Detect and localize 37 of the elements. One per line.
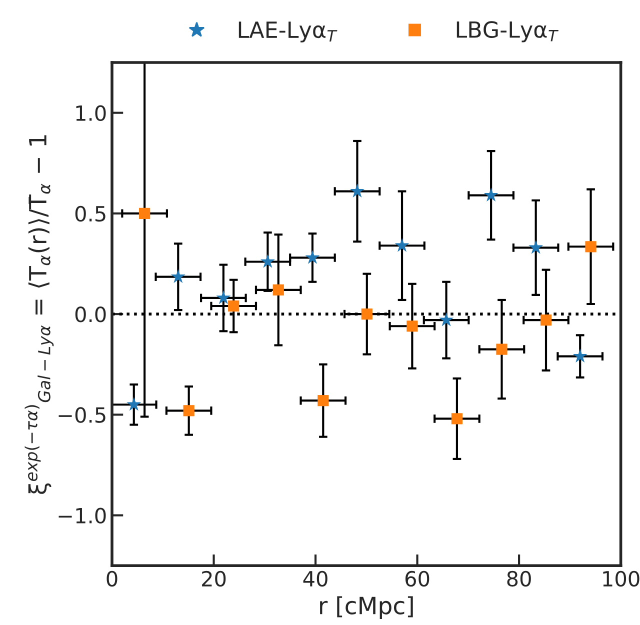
point <box>305 250 320 264</box>
x-tick-label: 20 <box>202 570 226 587</box>
x-axis-title: r [cMpc] <box>320 596 413 620</box>
x-tick-label: 60 <box>405 570 430 587</box>
point <box>126 396 142 411</box>
point <box>394 238 410 252</box>
legend-label: LAE-Lyα$_{T}$ <box>238 22 338 42</box>
x-tick-label: 80 <box>507 570 531 587</box>
x-tick-label: 40 <box>303 570 328 587</box>
y-tick-label: 1.0 <box>76 105 106 122</box>
x-tick-label: 100 <box>603 570 640 587</box>
point <box>139 208 150 219</box>
point <box>216 290 231 304</box>
point <box>228 300 240 312</box>
y-axis-title: ξ$^{exp(−τα)}$$_{Gal−Lyα}$ = ⟨T$_{α}$(r)⟩/T̄$_{α}$ − 1 <box>24 135 54 494</box>
point <box>496 344 508 355</box>
point <box>361 308 372 320</box>
point <box>572 348 588 363</box>
point <box>272 284 284 296</box>
point <box>318 395 329 406</box>
point <box>585 241 596 252</box>
point <box>260 254 275 268</box>
point <box>484 188 498 202</box>
point <box>406 320 418 332</box>
point <box>170 269 186 284</box>
y-tick-label: 0.5 <box>75 206 106 222</box>
point <box>439 312 454 326</box>
point <box>350 184 365 198</box>
y-tick-label: −0.5 <box>58 407 106 423</box>
legend-label: LBG-Lyα$_{T}$ <box>456 21 559 42</box>
point <box>451 413 463 424</box>
x-tick-label: 0 <box>106 570 118 587</box>
y-tick-label: −1.0 <box>58 508 106 524</box>
point <box>540 314 552 326</box>
point <box>528 240 544 254</box>
point <box>183 405 194 416</box>
y-tick-label: 0.0 <box>75 306 106 322</box>
